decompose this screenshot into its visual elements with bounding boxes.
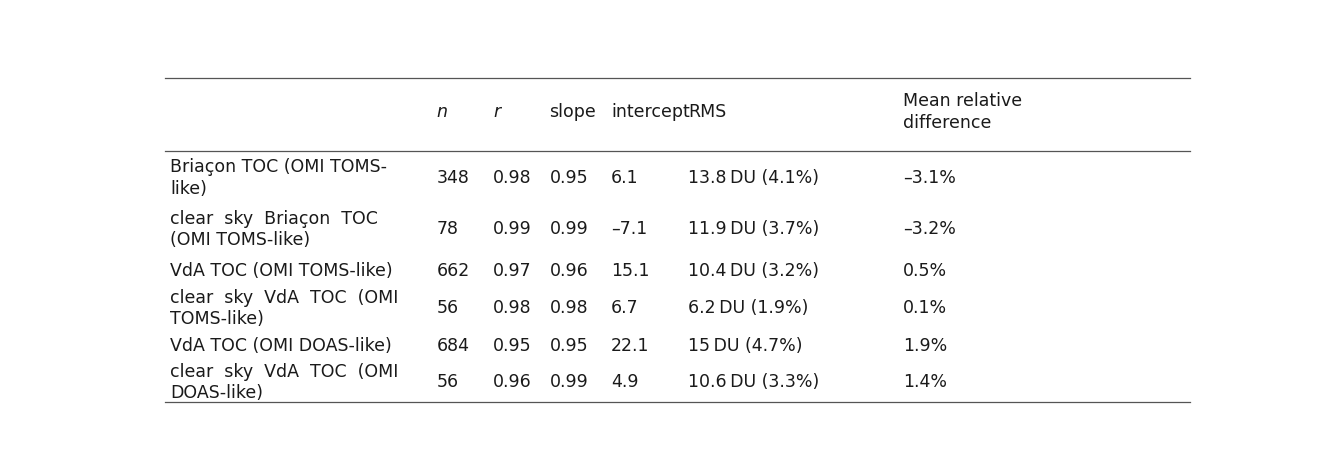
Text: clear  sky  VdA  TOC  (OMI
DOAS-like): clear sky VdA TOC (OMI DOAS-like) (171, 362, 399, 401)
Text: 0.95: 0.95 (550, 169, 588, 187)
Text: 0.96: 0.96 (493, 372, 531, 390)
Text: 15.1: 15.1 (611, 261, 649, 279)
Text: 11.9 DU (3.7%): 11.9 DU (3.7%) (687, 220, 820, 238)
Text: 13.8 DU (4.1%): 13.8 DU (4.1%) (687, 169, 818, 187)
Text: VdA TOC (OMI TOMS-like): VdA TOC (OMI TOMS-like) (171, 261, 393, 279)
Text: 0.96: 0.96 (550, 261, 588, 279)
Text: 1.4%: 1.4% (903, 372, 947, 390)
Text: 15 DU (4.7%): 15 DU (4.7%) (687, 336, 802, 354)
Text: 0.1%: 0.1% (903, 299, 947, 317)
Text: 6.7: 6.7 (611, 299, 639, 317)
Text: n: n (436, 103, 448, 121)
Text: r: r (493, 103, 500, 121)
Text: Briaçon TOC (OMI TOMS-
like): Briaçon TOC (OMI TOMS- like) (171, 158, 387, 197)
Text: clear  sky  Briaçon  TOC
(OMI TOMS-like): clear sky Briaçon TOC (OMI TOMS-like) (171, 209, 378, 249)
Text: 684: 684 (436, 336, 469, 354)
Text: slope: slope (550, 103, 596, 121)
Text: clear  sky  VdA  TOC  (OMI
TOMS-like): clear sky VdA TOC (OMI TOMS-like) (171, 288, 399, 327)
Text: 0.5%: 0.5% (903, 261, 947, 279)
Text: intercept: intercept (611, 103, 690, 121)
Text: –3.2%: –3.2% (903, 220, 956, 238)
Text: 10.4 DU (3.2%): 10.4 DU (3.2%) (687, 261, 818, 279)
Text: 0.95: 0.95 (550, 336, 588, 354)
Text: –7.1: –7.1 (611, 220, 648, 238)
Text: 0.99: 0.99 (550, 372, 588, 390)
Text: 56: 56 (436, 299, 459, 317)
Text: 0.99: 0.99 (550, 220, 588, 238)
Text: 6.1: 6.1 (611, 169, 639, 187)
Text: 0.98: 0.98 (493, 299, 531, 317)
Text: RMS: RMS (687, 103, 726, 121)
Text: 1.9%: 1.9% (903, 336, 947, 354)
Text: 6.2 DU (1.9%): 6.2 DU (1.9%) (687, 299, 808, 317)
Text: 0.97: 0.97 (493, 261, 531, 279)
Text: 0.95: 0.95 (493, 336, 531, 354)
Text: VdA TOC (OMI DOAS-like): VdA TOC (OMI DOAS-like) (171, 336, 393, 354)
Text: –3.1%: –3.1% (903, 169, 956, 187)
Text: 0.98: 0.98 (550, 299, 588, 317)
Text: 0.99: 0.99 (493, 220, 531, 238)
Text: Mean relative
difference: Mean relative difference (903, 92, 1022, 132)
Text: 78: 78 (436, 220, 459, 238)
Text: 22.1: 22.1 (611, 336, 649, 354)
Text: 662: 662 (436, 261, 471, 279)
Text: 4.9: 4.9 (611, 372, 639, 390)
Text: 0.98: 0.98 (493, 169, 531, 187)
Text: 348: 348 (436, 169, 469, 187)
Text: 10.6 DU (3.3%): 10.6 DU (3.3%) (687, 372, 820, 390)
Text: 56: 56 (436, 372, 459, 390)
